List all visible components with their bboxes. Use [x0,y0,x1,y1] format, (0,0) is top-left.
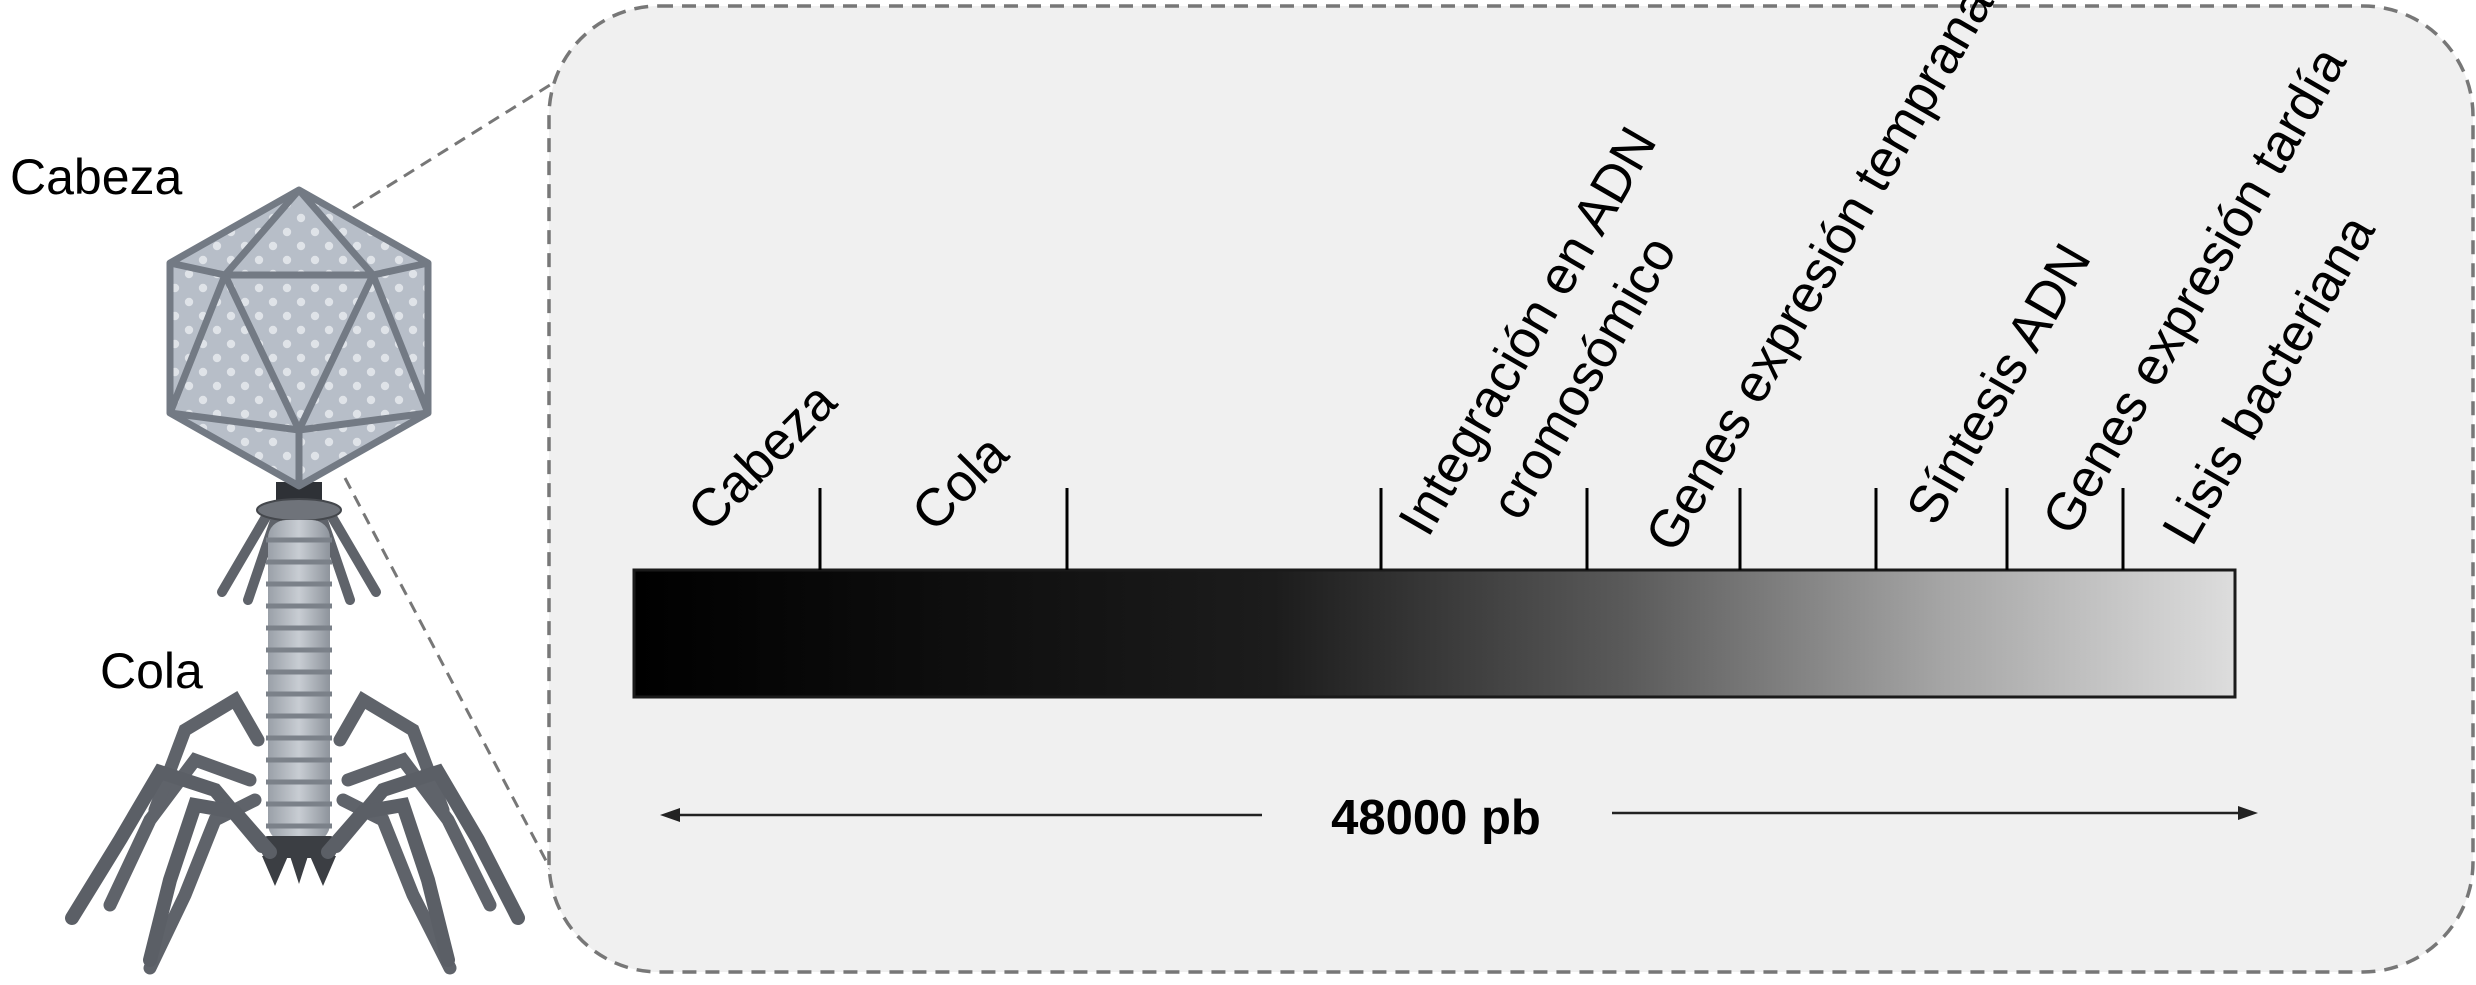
zoom-connector-top [352,58,591,210]
region-boundary-ticks [818,488,2125,570]
tail-sheath [266,520,332,842]
genome-bar [632,568,2237,699]
capsid-head [166,186,432,490]
zoom-connector-bottom [343,477,587,936]
phage-tail-label: Cola [100,643,203,699]
collar-ring [256,498,342,522]
base-plate [262,836,336,886]
tail-fibers-front [65,763,525,967]
scale-arrow-right [2238,806,2258,820]
phage-head-label: Cabeza [10,149,183,205]
genome-panel [547,4,2475,974]
phage-illustration [65,186,525,975]
length-scale: 48000 pb [660,791,2258,845]
scale-arrow-left [660,808,680,822]
genome-length-label: 48000 pb [1331,791,1541,845]
